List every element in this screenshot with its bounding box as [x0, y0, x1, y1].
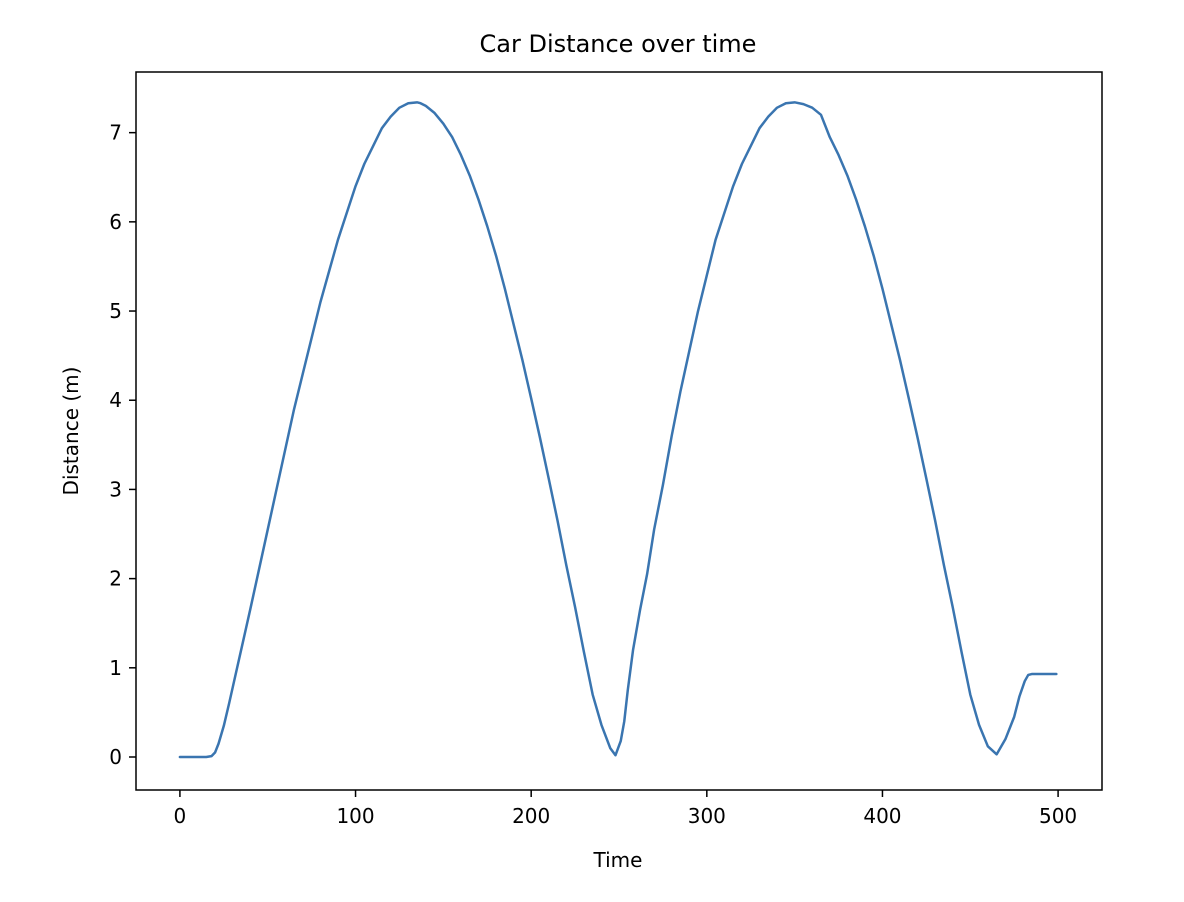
x-axis-ticks: 0 100 200 300 400 500: [174, 790, 1077, 828]
y-axis-label: Distance (m): [59, 367, 83, 496]
y-tick-label: 7: [109, 121, 122, 145]
x-tick-label: 200: [512, 804, 550, 828]
x-tick-label: 400: [863, 804, 901, 828]
y-axis-ticks: 0 1 2 3 4 5 6 7: [109, 121, 136, 769]
x-tick-label: 0: [174, 804, 187, 828]
x-axis-label: Time: [593, 848, 643, 872]
y-tick-label: 2: [109, 567, 122, 591]
y-tick-label: 1: [109, 656, 122, 680]
y-tick-label: 4: [109, 388, 122, 412]
x-tick-label: 100: [336, 804, 374, 828]
y-tick-label: 3: [109, 477, 122, 501]
distance-series-line: [178, 101, 1058, 759]
y-tick-label: 6: [109, 210, 122, 234]
x-tick-label: 300: [688, 804, 726, 828]
chart-title: Car Distance over time: [480, 30, 757, 58]
y-tick-label: 5: [109, 299, 122, 323]
y-tick-label: 0: [109, 745, 122, 769]
plot-area-frame: [135, 71, 1103, 791]
x-tick-label: 500: [1039, 804, 1077, 828]
